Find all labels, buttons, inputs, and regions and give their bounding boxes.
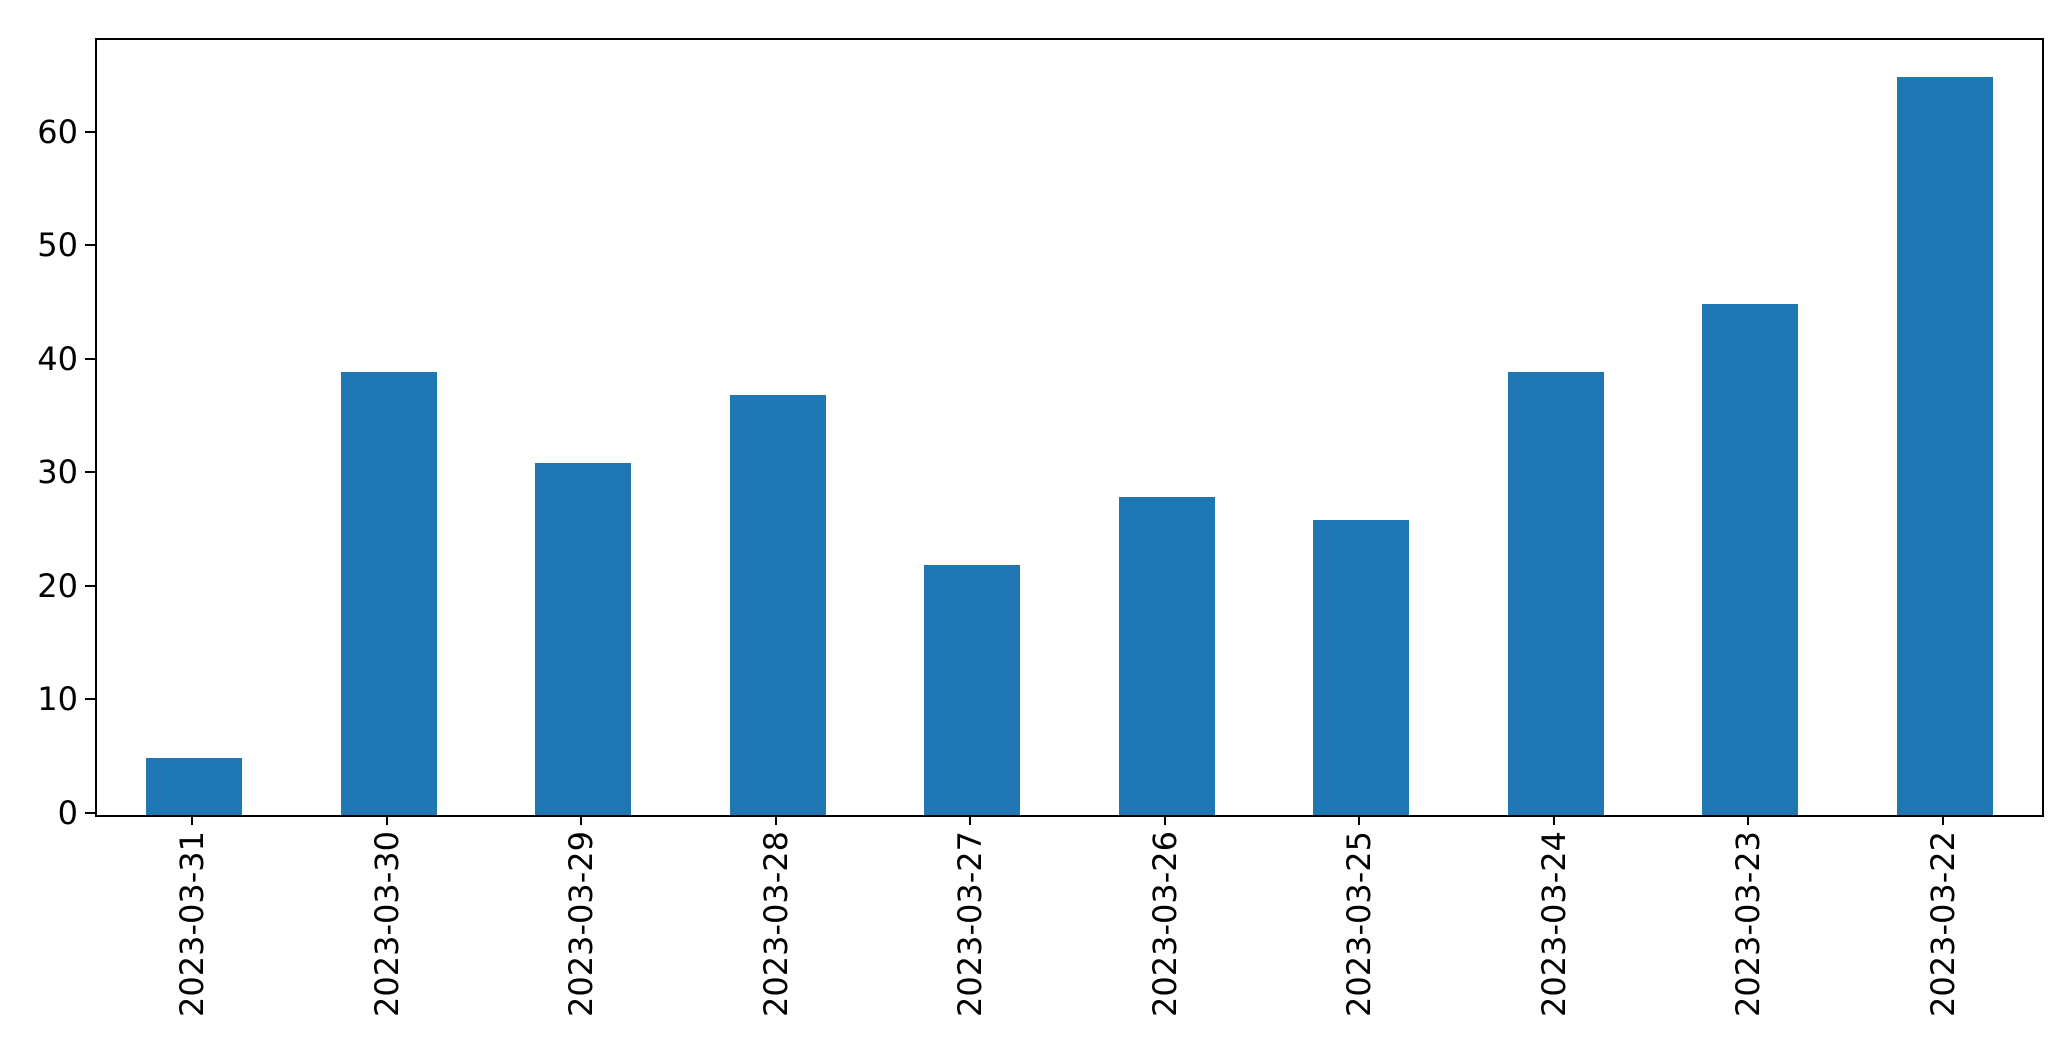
x-tick-label-2023-03-29: 2023-03-29 <box>562 831 601 1017</box>
bar-2023-03-26 <box>1118 497 1215 815</box>
bar-2023-03-29 <box>535 463 632 815</box>
y-tick-label-0: 0 <box>57 794 78 832</box>
x-tick-mark-2023-03-22 <box>1941 815 1944 825</box>
bar-2023-03-24 <box>1507 372 1604 815</box>
bar-2023-03-22 <box>1896 76 1993 815</box>
y-tick-mark-30 <box>85 471 95 474</box>
x-tick-mark-2023-03-25 <box>1358 815 1361 825</box>
y-tick-mark-40 <box>85 357 95 360</box>
plot-area <box>95 38 2044 817</box>
x-tick-mark-2023-03-28 <box>774 815 777 825</box>
y-tick-label-30: 30 <box>37 453 78 492</box>
y-tick-mark-10 <box>85 698 95 701</box>
y-tick-label-10: 10 <box>37 680 78 719</box>
y-tick-label-50: 50 <box>37 226 78 265</box>
x-tick-label-2023-03-22: 2023-03-22 <box>1923 831 1962 1017</box>
y-tick-label-40: 40 <box>37 339 78 378</box>
bar-2023-03-27 <box>924 565 1021 815</box>
x-tick-label-2023-03-27: 2023-03-27 <box>951 831 990 1017</box>
bar-2023-03-30 <box>340 372 437 815</box>
x-tick-mark-2023-03-29 <box>580 815 583 825</box>
y-tick-mark-50 <box>85 244 95 247</box>
x-tick-mark-2023-03-30 <box>385 815 388 825</box>
x-tick-mark-2023-03-26 <box>1163 815 1166 825</box>
bar-2023-03-31 <box>146 758 243 815</box>
x-tick-label-2023-03-26: 2023-03-26 <box>1145 831 1184 1017</box>
y-tick-mark-60 <box>85 130 95 133</box>
bar-2023-03-28 <box>729 394 826 815</box>
x-tick-mark-2023-03-31 <box>191 815 194 825</box>
y-tick-label-60: 60 <box>37 112 78 151</box>
x-tick-mark-2023-03-23 <box>1747 815 1750 825</box>
y-tick-label-20: 20 <box>37 566 78 605</box>
x-tick-label-2023-03-30: 2023-03-30 <box>367 831 406 1017</box>
bar-2023-03-25 <box>1313 519 1410 815</box>
x-tick-mark-2023-03-27 <box>969 815 972 825</box>
x-tick-label-2023-03-25: 2023-03-25 <box>1340 831 1379 1017</box>
y-tick-mark-0 <box>85 812 95 814</box>
x-tick-label-2023-03-31: 2023-03-31 <box>173 831 212 1017</box>
x-tick-label-2023-03-24: 2023-03-24 <box>1534 831 1573 1017</box>
y-tick-mark-20 <box>85 584 95 587</box>
x-tick-label-2023-03-28: 2023-03-28 <box>756 831 795 1017</box>
x-tick-label-2023-03-23: 2023-03-23 <box>1729 831 1768 1017</box>
x-tick-mark-2023-03-24 <box>1552 815 1555 825</box>
bar-2023-03-23 <box>1702 304 1799 815</box>
